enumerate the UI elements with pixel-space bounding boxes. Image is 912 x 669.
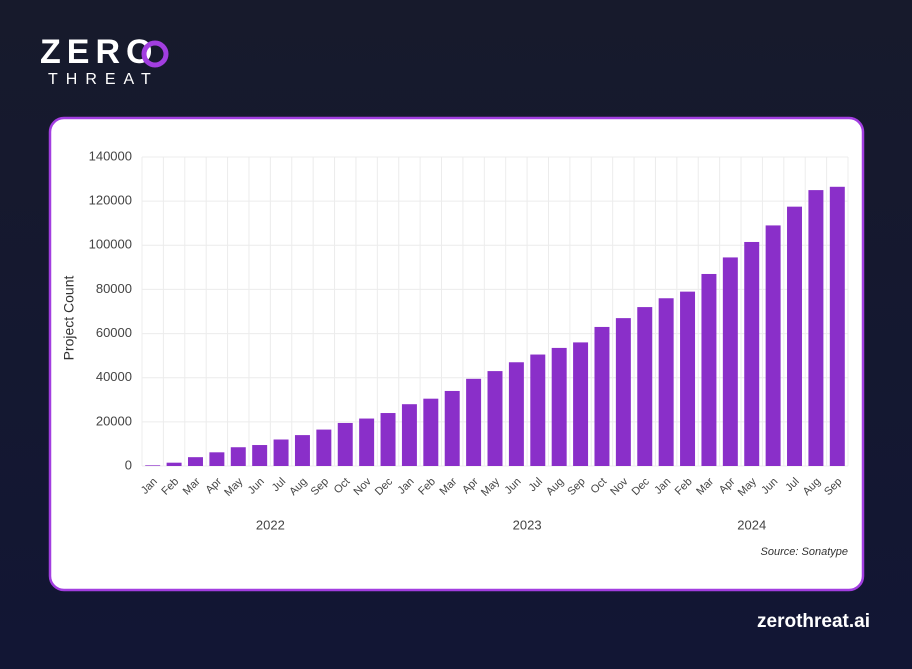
logo-top: ZERO (40, 33, 158, 71)
bar (787, 206, 803, 467)
y-tick-label: 80000 (96, 281, 132, 296)
bar (401, 404, 417, 466)
bar (337, 422, 353, 466)
x-group-label: 2024 (737, 517, 766, 532)
source: Source: Sonatype (761, 546, 848, 558)
bar (722, 257, 738, 466)
x-group-label: 2022 (256, 517, 285, 532)
bar (444, 390, 460, 466)
bar (380, 413, 396, 466)
bar (273, 439, 289, 466)
bar (680, 291, 696, 466)
y-tick-label: 20000 (96, 413, 132, 428)
bar (359, 418, 375, 466)
bar (744, 241, 760, 466)
y-tick-label: 140000 (89, 148, 132, 163)
bar (808, 190, 824, 466)
y-tick-label: 120000 (89, 193, 132, 208)
bar (423, 398, 439, 466)
chart-card (48, 116, 865, 592)
bar (209, 452, 225, 466)
logo-bottom: THREAT (48, 71, 159, 88)
bar (508, 362, 524, 466)
y-tick-label: 0 (125, 457, 132, 472)
bar (294, 435, 310, 466)
bar (701, 273, 717, 466)
bar (145, 465, 161, 466)
bar (166, 462, 182, 466)
bar (487, 371, 503, 466)
bar (637, 307, 653, 466)
y-tick-label: 60000 (96, 325, 132, 340)
bar (530, 354, 546, 466)
bar (187, 457, 203, 466)
bar (594, 326, 610, 466)
logo-ring (141, 40, 169, 68)
bar (658, 298, 674, 466)
bar (765, 225, 781, 466)
bar (615, 318, 631, 466)
bar (829, 186, 845, 466)
bar (573, 342, 589, 466)
x-group-label: 2023 (513, 517, 542, 532)
y-axis-label: Project Count (61, 275, 77, 360)
bar (551, 347, 567, 466)
bar (230, 447, 246, 466)
bar (316, 429, 332, 466)
bar (252, 445, 268, 466)
y-tick-label: 100000 (89, 237, 132, 252)
bar (466, 378, 482, 466)
y-tick-label: 40000 (96, 369, 132, 384)
footer-url: zerothreat.ai (757, 611, 870, 632)
